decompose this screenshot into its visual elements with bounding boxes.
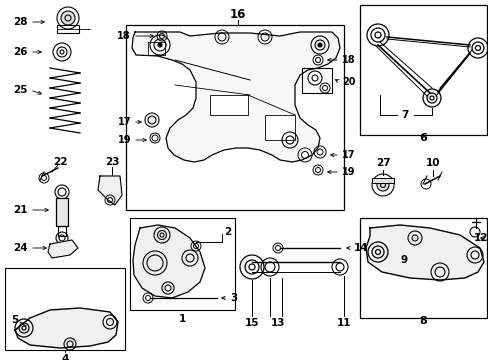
Circle shape [61,11,75,25]
Text: 9: 9 [400,255,407,265]
Polygon shape [209,95,247,115]
Text: 24: 24 [13,243,28,253]
Text: 3: 3 [229,293,237,303]
Circle shape [57,47,67,57]
Text: 10: 10 [425,158,439,168]
Polygon shape [148,42,164,55]
Text: 15: 15 [244,318,259,328]
Polygon shape [365,225,483,280]
Text: 27: 27 [375,158,389,168]
Text: 18: 18 [341,55,355,65]
Text: 1: 1 [178,314,185,324]
Circle shape [158,43,162,47]
Text: 14: 14 [353,243,368,253]
Bar [359,218,486,318]
Bar [57,25,79,33]
Text: 23: 23 [104,157,119,167]
Text: 20: 20 [341,77,355,87]
Polygon shape [133,225,204,298]
Bar [302,68,331,93]
Text: 12: 12 [472,233,487,243]
Text: 18: 18 [117,31,131,41]
Text: 6: 6 [418,133,426,143]
Text: 5: 5 [11,315,18,325]
Text: 19: 19 [341,167,355,177]
Bar [371,178,393,183]
Text: 25: 25 [14,85,28,95]
Text: 2: 2 [224,227,231,237]
Circle shape [317,43,321,47]
Polygon shape [15,308,118,348]
Bar [58,226,66,236]
Bar [359,5,486,135]
Circle shape [376,179,388,191]
Bar [56,198,68,226]
Text: 19: 19 [117,135,131,145]
Polygon shape [132,32,339,162]
Text: 7: 7 [401,110,408,120]
Text: 17: 17 [117,117,131,127]
Text: 28: 28 [14,17,28,27]
Text: 22: 22 [53,157,67,167]
Text: 21: 21 [14,205,28,215]
Polygon shape [264,115,294,140]
Polygon shape [48,240,78,258]
Text: 11: 11 [336,318,350,328]
Text: 8: 8 [418,316,426,326]
Bar [130,218,235,310]
Bar [126,25,343,210]
Text: 13: 13 [270,318,285,328]
Text: 4: 4 [61,354,68,360]
Text: 16: 16 [229,8,245,21]
Bar [5,268,125,350]
Polygon shape [98,176,122,205]
Text: 26: 26 [14,47,28,57]
Text: 17: 17 [341,150,355,160]
